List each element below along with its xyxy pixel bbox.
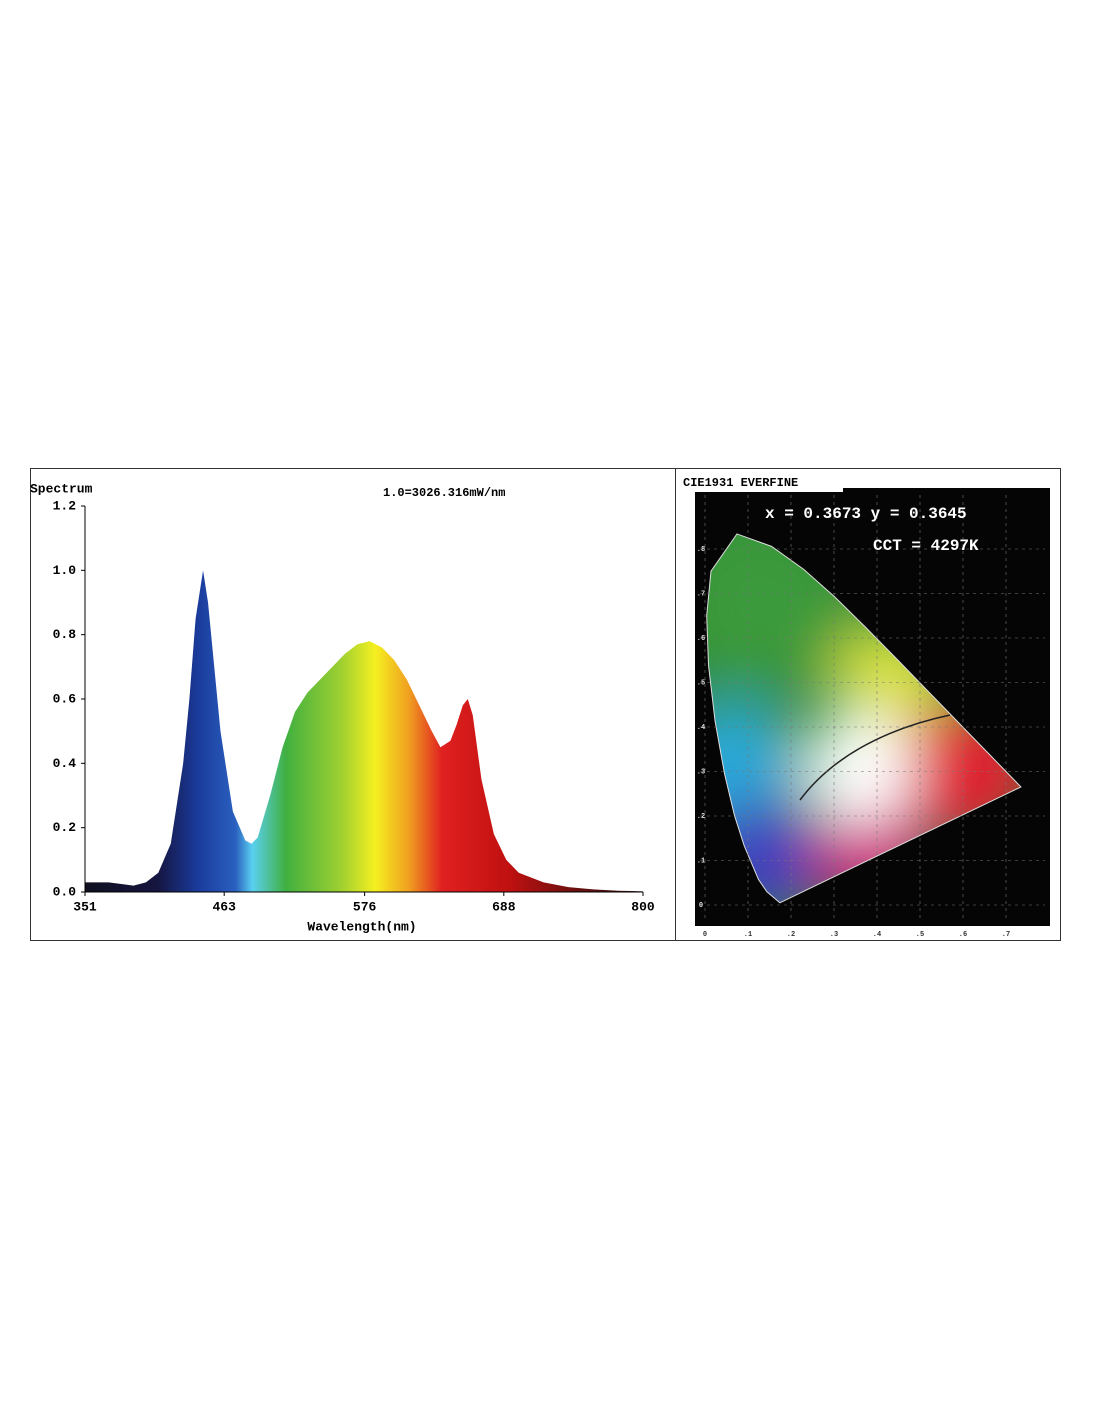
chart-title: Spectrum <box>30 481 93 496</box>
x-tick-label: 688 <box>492 899 516 914</box>
x-tick-label: 576 <box>353 899 377 914</box>
x-tick-label: 0 <box>703 931 707 939</box>
cie-title: CIE1931 EVERFINE <box>683 476 798 490</box>
y-tick-label: 1.2 <box>53 498 77 513</box>
spectral-locus <box>706 533 1022 904</box>
y-tick-label: 0 <box>699 902 703 910</box>
y-tick-label: 0.6 <box>53 691 77 706</box>
y-tick-label: 0.8 <box>53 627 77 642</box>
cie-title-box <box>680 474 843 492</box>
x-tick-label: .2 <box>787 931 795 939</box>
y-tick-label: 0.4 <box>53 756 77 771</box>
x-axis-label: Wavelength(nm) <box>307 919 416 934</box>
y-tick-label: .2 <box>697 813 705 821</box>
y-tick-label: .4 <box>697 724 705 732</box>
chart-subtitle: 1.0=3026.316mW/nm <box>383 486 505 500</box>
planckian-locus <box>799 714 951 801</box>
x-tick-label: 351 <box>73 899 97 914</box>
x-tick-label: .7 <box>1002 931 1010 939</box>
x-tick-label: 800 <box>631 899 655 914</box>
y-tick-label: .5 <box>697 679 705 687</box>
y-tick-label: .7 <box>697 590 705 598</box>
x-tick-label: .4 <box>873 931 881 939</box>
y-tick-label: .8 <box>697 546 705 554</box>
y-tick-label: 1.0 <box>53 563 77 578</box>
cie-annotation: CCT = 4297K <box>873 537 979 555</box>
cie-annotation: x = 0.3673 y = 0.3645 <box>765 505 967 523</box>
y-tick-label: .3 <box>697 768 705 776</box>
x-tick-label: 463 <box>212 899 236 914</box>
x-tick-label: .5 <box>916 931 924 939</box>
x-tick-label: .1 <box>744 931 752 939</box>
y-tick-label: .6 <box>697 635 705 643</box>
x-tick-label: .6 <box>959 931 967 939</box>
y-tick-label: 0.0 <box>53 884 77 899</box>
y-tick-label: 0.2 <box>53 820 77 835</box>
spectrum-area <box>85 570 643 892</box>
x-tick-label: .3 <box>830 931 838 939</box>
y-tick-label: .1 <box>697 857 705 865</box>
